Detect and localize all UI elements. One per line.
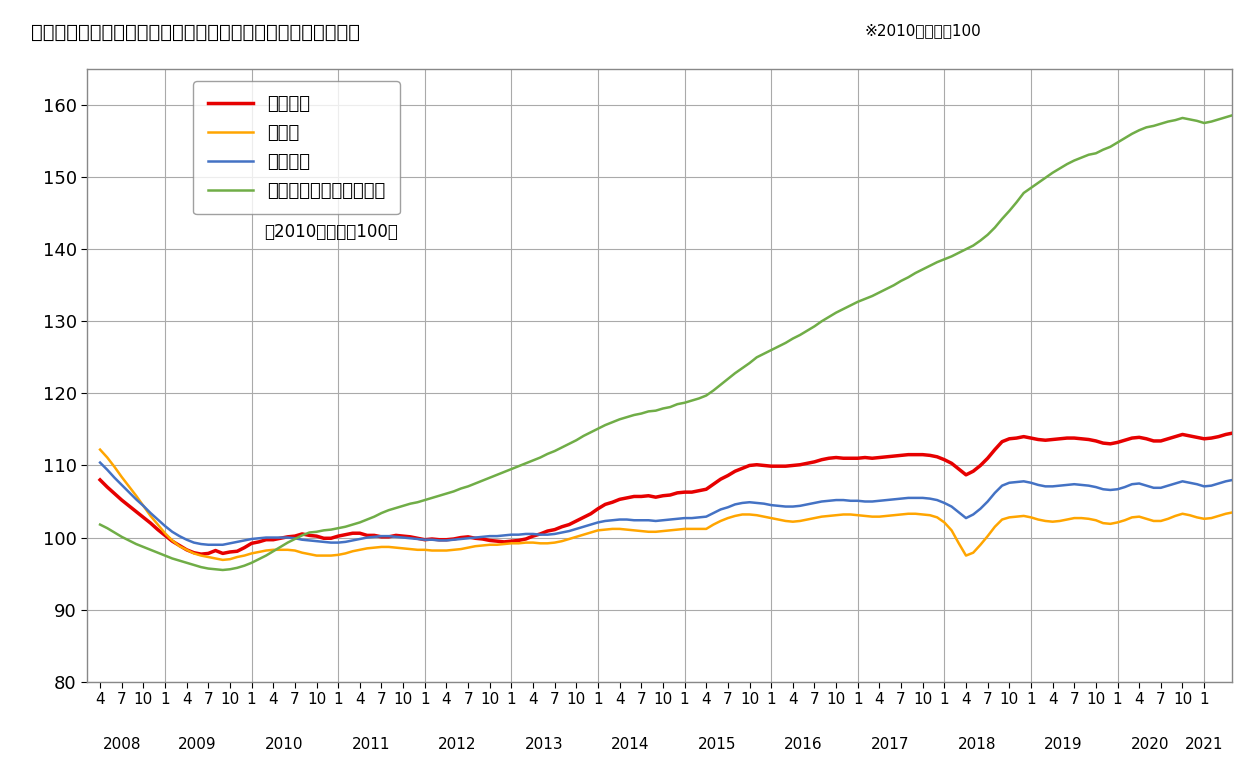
Text: 2018: 2018 — [958, 737, 996, 752]
戸建住宅 — [200, 540, 215, 549]
マンション（区分所有） — [200, 564, 215, 573]
住宅地 — [92, 445, 107, 454]
Text: 2019: 2019 — [1044, 737, 1082, 752]
Text: 2013: 2013 — [525, 737, 564, 752]
Line: 住宅地: 住宅地 — [100, 450, 1244, 578]
Line: 住宅総合: 住宅総合 — [100, 409, 1244, 554]
Line: マンション（区分所有）: マンション（区分所有） — [100, 104, 1244, 570]
Text: ※2010年平均＝100: ※2010年平均＝100 — [865, 23, 982, 38]
住宅地 — [511, 538, 526, 548]
Text: 2020: 2020 — [1131, 737, 1169, 752]
Text: （2010年平均＝100）: （2010年平均＝100） — [265, 224, 398, 241]
Text: ＜不動産価格指数（住宅）（令和３年３月分・季節調整値）＞: ＜不動産価格指数（住宅）（令和３年３月分・季節調整値）＞ — [31, 23, 360, 42]
住宅総合 — [208, 546, 223, 555]
住宅地 — [302, 549, 317, 558]
住宅総合 — [309, 532, 323, 541]
マンション（区分所有） — [151, 548, 165, 558]
戸建住宅 — [815, 497, 830, 506]
Text: 2009: 2009 — [178, 737, 216, 752]
Text: 2008: 2008 — [102, 737, 141, 752]
戸建住宅 — [151, 515, 165, 524]
住宅総合 — [92, 475, 107, 484]
Text: 2021: 2021 — [1184, 737, 1223, 752]
住宅総合 — [519, 535, 534, 544]
マンション（区分所有） — [92, 520, 107, 529]
マンション（区分所有） — [309, 527, 323, 536]
Text: 2015: 2015 — [698, 737, 736, 752]
Text: 2016: 2016 — [784, 737, 824, 752]
住宅総合 — [194, 549, 209, 558]
住宅総合 — [151, 525, 165, 534]
Legend: 住宅総合, 住宅地, 戸建住宅, マンション（区分所有）: 住宅総合, 住宅地, 戸建住宅, マンション（区分所有） — [193, 81, 401, 214]
マンション（区分所有） — [215, 565, 230, 574]
戸建住宅 — [309, 536, 323, 545]
住宅地 — [151, 520, 165, 529]
Text: 2010: 2010 — [265, 737, 304, 752]
マンション（区分所有） — [519, 459, 534, 468]
戸建住宅 — [208, 540, 223, 549]
Text: 2014: 2014 — [611, 737, 649, 752]
Text: 2012: 2012 — [438, 737, 476, 752]
住宅地 — [807, 513, 822, 522]
住宅地 — [200, 552, 215, 561]
住宅総合 — [815, 455, 830, 464]
Text: 2011: 2011 — [351, 737, 389, 752]
戸建住宅 — [519, 529, 534, 538]
マンション（区分所有） — [815, 316, 830, 326]
戸建住宅 — [92, 458, 107, 467]
Line: 戸建住宅: 戸建住宅 — [100, 463, 1244, 545]
Text: 2017: 2017 — [871, 737, 909, 752]
